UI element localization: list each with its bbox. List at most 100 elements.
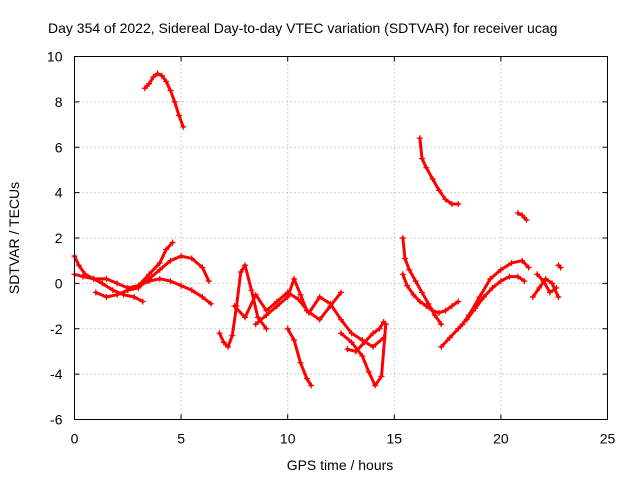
data-point <box>348 339 355 346</box>
x-tick-label: 5 <box>177 431 185 447</box>
data-point <box>338 330 344 337</box>
series-trace <box>254 277 343 326</box>
series-arc-7 <box>124 253 212 294</box>
series-arc-13 <box>344 318 387 355</box>
series-trace <box>232 290 386 349</box>
data-point <box>376 325 383 332</box>
data-point <box>146 80 153 87</box>
data-point <box>225 343 232 350</box>
series-arc-15 <box>399 271 462 316</box>
y-tick-label: 0 <box>55 275 63 291</box>
data-point <box>442 196 449 203</box>
data-point <box>514 273 521 280</box>
data-point <box>303 375 310 382</box>
data-point <box>295 296 302 303</box>
data-point <box>463 316 470 323</box>
data-point <box>114 291 121 298</box>
data-point <box>146 275 153 282</box>
data-point <box>489 284 496 291</box>
data-point <box>555 293 562 300</box>
data-point <box>338 316 344 323</box>
data-point <box>525 264 532 271</box>
data-point <box>523 216 530 223</box>
y-axis-label: SDTVAR / TECUs <box>6 182 22 294</box>
data-point <box>316 316 323 323</box>
data-point <box>553 284 560 291</box>
data-point <box>167 87 174 94</box>
data-point <box>497 278 504 285</box>
data-point <box>406 266 413 273</box>
data-point <box>188 287 195 294</box>
data-point <box>103 293 110 300</box>
data-point <box>423 164 430 171</box>
data-point <box>156 275 163 282</box>
data-point <box>372 382 379 389</box>
series-layer <box>71 70 564 389</box>
series-trace <box>345 320 386 353</box>
data-point <box>90 275 97 282</box>
data-point <box>348 330 355 337</box>
data-point <box>338 289 344 296</box>
data-point <box>519 212 526 219</box>
data-point <box>229 332 236 339</box>
series-arc-14 <box>399 235 445 328</box>
data-point <box>455 325 462 332</box>
data-point <box>175 112 182 119</box>
data-point <box>521 278 528 285</box>
y-tick-label: 2 <box>55 230 63 246</box>
x-axis-label: GPS time / hours <box>287 457 394 473</box>
data-point <box>150 73 157 80</box>
data-point <box>438 343 445 350</box>
data-point <box>429 307 436 314</box>
data-point <box>103 275 110 282</box>
tick-layer: 0 5 10 15 20 25 -6 -4 -2 0 2 4 6 8 10 <box>47 49 616 447</box>
data-point <box>163 78 170 85</box>
data-point <box>131 293 138 300</box>
data-point <box>199 264 206 271</box>
series-trace <box>401 236 443 326</box>
data-point <box>380 318 387 325</box>
data-point <box>412 278 419 285</box>
data-point <box>442 307 449 314</box>
data-point <box>549 280 556 287</box>
data-point <box>135 284 142 291</box>
data-point <box>252 291 259 298</box>
data-point <box>529 293 536 300</box>
series-trace <box>401 272 460 315</box>
data-point <box>291 337 298 344</box>
data-point <box>178 253 185 260</box>
series-arc-9 <box>231 289 387 350</box>
data-point <box>399 271 406 278</box>
data-point <box>404 282 411 289</box>
data-point <box>248 287 255 294</box>
data-point <box>506 273 513 280</box>
data-point <box>369 330 376 337</box>
data-point <box>436 187 443 194</box>
data-point <box>546 289 553 296</box>
series-trace <box>286 327 313 387</box>
data-point <box>536 284 543 291</box>
y-tick-label: -2 <box>50 321 63 337</box>
data-point <box>327 303 334 310</box>
data-point <box>263 325 270 332</box>
data-point <box>99 280 106 287</box>
data-point <box>419 155 426 162</box>
data-point <box>487 275 494 282</box>
x-tick-label: 25 <box>600 431 616 447</box>
data-point <box>220 339 227 346</box>
data-point <box>410 291 417 298</box>
data-point <box>344 346 351 353</box>
data-point <box>263 312 270 319</box>
data-point <box>472 305 479 312</box>
series-arc-6 <box>92 239 176 300</box>
series-arc-16 <box>438 257 532 350</box>
data-point <box>284 325 291 332</box>
data-point <box>497 266 504 273</box>
data-point <box>352 348 359 355</box>
data-point <box>167 278 174 285</box>
data-point <box>534 271 541 278</box>
series-arc-2 <box>416 135 462 207</box>
data-point <box>446 334 453 341</box>
data-point <box>448 200 455 207</box>
